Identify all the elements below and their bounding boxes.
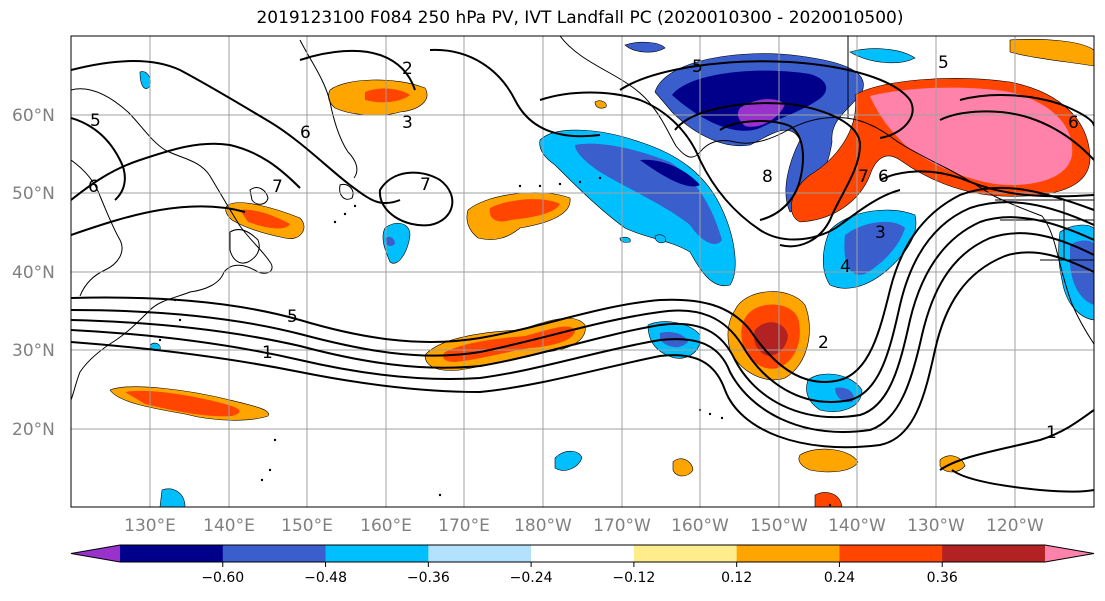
longitude-label: 140°E xyxy=(203,516,255,536)
colorbar: −0.60 −0.48 −0.36 −0.24 −0.12 0.12 0.24 0.36 xyxy=(70,544,1095,586)
shaded-anomalies xyxy=(109,39,1094,507)
longitude-axis: 130°E 140°E 150°E 160°E 170°E 180°W 170°… xyxy=(124,516,1044,536)
colorbar-outline xyxy=(70,544,1095,563)
contour-label: 2 xyxy=(818,333,829,353)
longitude-label: 180°W xyxy=(514,516,572,536)
colorbar-segment xyxy=(325,545,429,562)
pv-contour xyxy=(378,171,454,227)
pv-contour xyxy=(71,251,1094,449)
contour-labels: 2 3 5 6 6 7 7 8 5 5 4 3 2 1 1 5 6 7 6 xyxy=(88,53,1079,443)
pv-contour xyxy=(71,142,301,201)
longitude-label: 160°E xyxy=(360,516,412,536)
pv-contour xyxy=(71,216,1094,419)
contour-label: 6 xyxy=(300,123,311,143)
latitude-label: 40°N xyxy=(12,263,55,283)
latitude-label: 60°N xyxy=(12,106,55,126)
colorbar-tick-label: −0.60 xyxy=(201,570,244,586)
longitude-label: 160°W xyxy=(671,516,729,536)
longitude-label: 170°E xyxy=(438,516,490,536)
colorbar-tick-label: −0.36 xyxy=(407,570,450,586)
pv-contour xyxy=(939,110,1094,161)
pv-contour xyxy=(959,94,1094,127)
negative-anomaly-north-pacific-plume xyxy=(539,129,736,287)
contour-label: 6 xyxy=(88,177,99,197)
colorbar-segment xyxy=(428,545,532,562)
colorbar-tick-label: 0.24 xyxy=(824,570,855,586)
pv-contour xyxy=(71,59,401,205)
pv-contour xyxy=(71,201,1094,403)
colorbar-tick-label: 0.12 xyxy=(721,570,752,586)
colorbar-segment xyxy=(633,545,738,562)
pv-contour xyxy=(879,170,1094,198)
longitude-label: 150°W xyxy=(750,516,808,536)
contour-label: 3 xyxy=(875,223,886,243)
colorbar-tick-label: −0.24 xyxy=(510,570,553,586)
longitude-label: 130°W xyxy=(907,516,965,536)
contour-label: 5 xyxy=(287,307,298,327)
contour-label: 7 xyxy=(420,175,431,195)
contour-label: 4 xyxy=(840,257,851,277)
pv-contour xyxy=(619,60,914,139)
contour-label: 3 xyxy=(402,113,413,133)
alaska-coastline xyxy=(559,36,1043,217)
colorbar-segment xyxy=(942,545,1046,562)
map-frame xyxy=(70,35,1095,508)
colorbar-segment xyxy=(531,545,635,562)
latitude-label: 30°N xyxy=(12,341,55,361)
kamchatka-coastline xyxy=(299,39,358,179)
contour-label: 1 xyxy=(1046,423,1057,443)
colorbar-tick-label: −0.12 xyxy=(612,570,655,586)
latitude-label: 50°N xyxy=(12,184,55,204)
island-chains xyxy=(158,176,832,507)
contour-label: 6 xyxy=(878,167,889,187)
colorbar-extend-low xyxy=(71,545,120,562)
latitude-axis: 60°N 50°N 40°N 30°N 20°N xyxy=(12,106,55,440)
pv-contour xyxy=(674,102,862,248)
contour-label: 7 xyxy=(858,167,869,187)
pv-contour xyxy=(539,91,901,241)
contour-label: 5 xyxy=(938,53,949,73)
longitude-label: 120°W xyxy=(986,516,1044,536)
longitude-label: 130°E xyxy=(124,516,176,536)
colorbar-segment xyxy=(839,545,943,562)
contour-label: 2 xyxy=(402,59,413,79)
japan-coastline xyxy=(229,229,260,264)
pv-contour xyxy=(429,48,601,138)
contour-label: 1 xyxy=(262,343,273,363)
contour-label: 6 xyxy=(1068,113,1079,133)
pv-contour xyxy=(719,120,804,221)
contour-label: 5 xyxy=(90,111,101,131)
pv-contours xyxy=(71,48,1094,493)
longitude-label: 140°W xyxy=(828,516,886,536)
contour-label: 8 xyxy=(762,167,773,187)
na-west-coastline xyxy=(1041,215,1094,345)
contour-label: 7 xyxy=(272,177,283,197)
colorbar-segment xyxy=(736,545,840,562)
colorbar-extend-high xyxy=(1045,545,1094,562)
colorbar-segment xyxy=(222,545,327,562)
latitude-label: 20°N xyxy=(12,420,55,440)
pv-contour xyxy=(299,49,416,91)
colorbar-tick-label: 0.36 xyxy=(927,570,958,586)
contour-label: 5 xyxy=(692,57,703,77)
pv-contour xyxy=(71,232,1094,433)
colorbar-segment xyxy=(120,545,224,562)
pv-contour xyxy=(939,409,1094,471)
longitude-label: 150°E xyxy=(281,516,333,536)
longitude-label: 170°W xyxy=(593,516,651,536)
gridlines xyxy=(71,36,1094,507)
colorbar-tick-label: −0.48 xyxy=(304,570,347,586)
figure-title: 2019123100 F084 250 hPa PV, IVT Landfall… xyxy=(256,8,904,28)
pv-contour xyxy=(951,469,1094,493)
pv-contour xyxy=(71,186,1094,383)
pv-contour xyxy=(71,117,126,201)
map-plot-area: 2 3 5 6 6 7 7 8 5 5 4 3 2 1 1 5 6 7 6 xyxy=(71,36,1094,507)
pv-contour xyxy=(71,205,246,236)
